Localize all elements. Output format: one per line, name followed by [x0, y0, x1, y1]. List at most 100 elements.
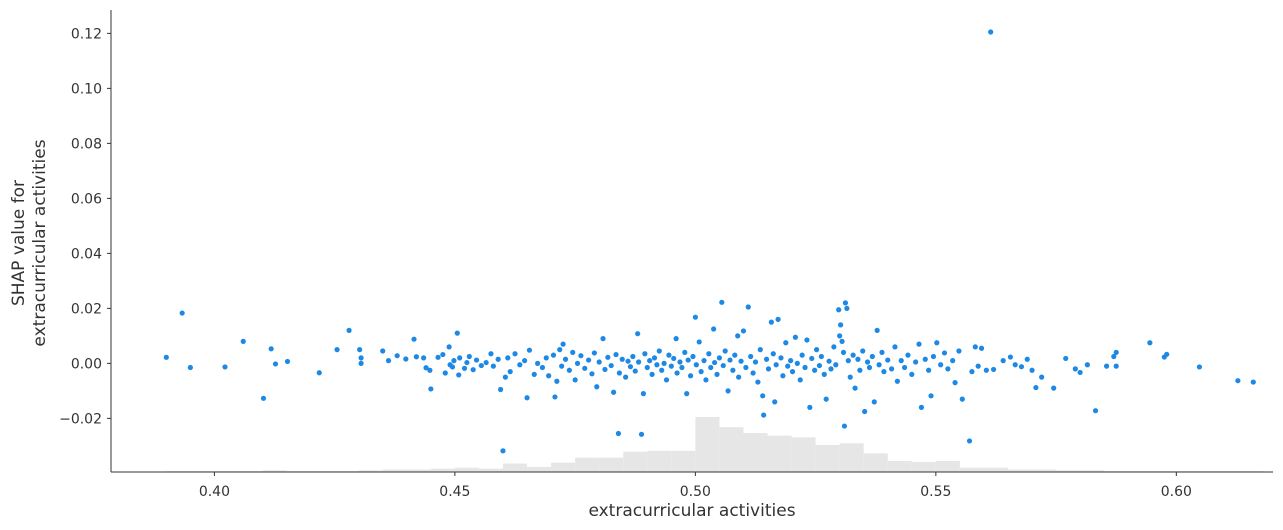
- scatter-point: [268, 346, 274, 352]
- scatter-point: [677, 359, 683, 365]
- scatter-point: [752, 359, 759, 365]
- scatter-point: [711, 326, 717, 332]
- scatter-point: [574, 360, 581, 366]
- scatter-point: [687, 373, 694, 379]
- scatter-point: [1147, 340, 1153, 346]
- scatter-point: [546, 373, 552, 379]
- scatter-point: [163, 354, 169, 360]
- scatter-point: [720, 362, 726, 369]
- scatter-point: [442, 370, 448, 376]
- scatter-point: [1111, 353, 1117, 360]
- histogram-bars: [166, 417, 1263, 472]
- scatter-point: [698, 369, 704, 375]
- scatter-point: [850, 352, 856, 358]
- scatter-point: [240, 338, 246, 344]
- scatter-point: [816, 362, 823, 369]
- histogram-bar: [358, 470, 383, 472]
- scatter-point: [380, 348, 386, 354]
- scatter-point: [1072, 366, 1078, 372]
- histogram-bar: [382, 469, 407, 472]
- scatter-point: [916, 341, 922, 347]
- scatter-point: [909, 371, 915, 377]
- scatter-point: [725, 388, 731, 394]
- scatter-point: [638, 431, 645, 437]
- scatter-point: [755, 379, 761, 385]
- scatter-point: [876, 362, 882, 368]
- scatter-point: [716, 355, 723, 361]
- histogram-bar: [1007, 469, 1057, 472]
- scatter-point: [794, 360, 800, 366]
- scatter-point: [706, 351, 712, 357]
- scatter-point: [554, 378, 560, 384]
- scatter-point: [451, 358, 457, 364]
- scatter-point: [495, 356, 501, 362]
- scatter-point: [818, 353, 824, 360]
- scatter-point: [671, 355, 677, 362]
- histogram-bar: [623, 451, 648, 472]
- scatter-point: [844, 305, 850, 311]
- scatter-point: [1113, 363, 1119, 369]
- histogram-bar: [502, 463, 528, 472]
- scatter-point: [346, 327, 352, 333]
- scatter-point: [461, 365, 468, 371]
- scatter-point: [975, 363, 981, 369]
- scatter-point: [745, 304, 751, 310]
- scatter-point: [866, 364, 873, 371]
- scatter-point: [600, 336, 606, 342]
- scatter-point: [959, 396, 965, 402]
- scatter-point: [627, 364, 634, 370]
- scatter-point: [656, 348, 662, 354]
- scatter-point: [572, 377, 578, 383]
- scatter-point: [813, 347, 820, 353]
- scatter-point: [642, 351, 648, 357]
- scatter-point: [703, 377, 709, 383]
- scatter-point: [1012, 362, 1018, 368]
- scatter-point: [522, 358, 528, 364]
- y-tick-label: 0.10: [71, 81, 102, 97]
- histogram-bar: [887, 461, 912, 472]
- scatter-point: [394, 353, 400, 359]
- scatter-point: [668, 363, 674, 369]
- scatter-point: [918, 404, 925, 410]
- scatter-point: [260, 395, 267, 401]
- scatter-point: [966, 438, 973, 444]
- scatter-point: [881, 369, 887, 375]
- scatter-point: [497, 386, 504, 393]
- scatter-point: [736, 374, 742, 380]
- scatter-point: [826, 358, 832, 364]
- scatter-point: [589, 371, 595, 377]
- scatter-point: [531, 371, 537, 377]
- y-ticks: −0.02 0.00 0.02 0.04 0.06 0.08 0.10 0.12: [59, 26, 111, 427]
- scatter-point: [1235, 378, 1241, 384]
- y-tick-label: 0.00: [71, 356, 102, 372]
- scatter-point: [761, 412, 767, 418]
- scatter-point: [602, 366, 608, 373]
- scatter-point: [435, 354, 441, 360]
- scatter-point: [972, 344, 978, 350]
- scatter-point: [1103, 363, 1110, 369]
- scatter-point: [837, 333, 843, 339]
- scatter-point: [821, 371, 827, 377]
- scatter-point: [714, 371, 720, 377]
- scatter-point: [423, 365, 429, 371]
- scatter-point: [1051, 385, 1057, 391]
- scatter-point: [860, 348, 866, 354]
- scatter-point: [1039, 374, 1045, 380]
- scatter-point: [807, 404, 813, 410]
- x-axis-label: extracurricular activities: [588, 501, 795, 521]
- scatter-point: [684, 391, 690, 397]
- scatter-point: [732, 352, 738, 358]
- scatter-point: [357, 347, 363, 353]
- scatter-point: [983, 367, 989, 373]
- scatter-point: [934, 340, 940, 346]
- scatter-point: [647, 358, 653, 364]
- histogram-bar: [791, 437, 816, 472]
- scatter-point: [802, 364, 808, 371]
- scatter-point: [894, 378, 900, 384]
- scatter-point: [778, 355, 784, 361]
- scatter-point: [864, 359, 871, 365]
- scatter-point: [889, 366, 895, 372]
- histogram-bar: [647, 450, 672, 472]
- scatter-point: [722, 348, 728, 354]
- scatter-point: [926, 367, 932, 373]
